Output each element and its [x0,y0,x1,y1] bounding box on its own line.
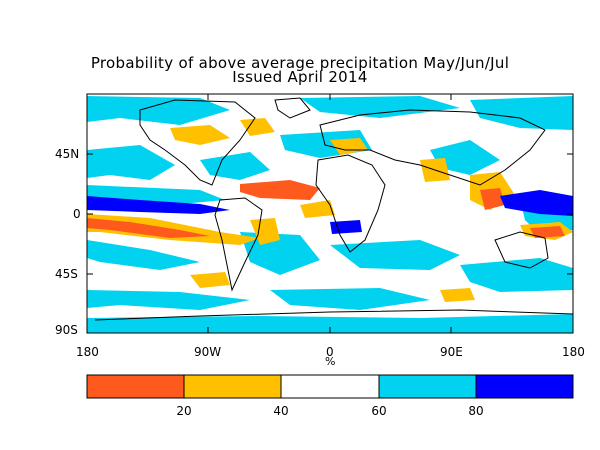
lon-label-180w: 180 [76,345,99,359]
eurasia-outline [319,109,546,186]
lat-label-45s: 45S [55,267,78,281]
colorbar-segment-2 [184,375,281,398]
coastlines [94,97,573,321]
colorbar-tick-60: 60 [371,404,387,418]
lon-label-180e: 180 [562,345,585,359]
map-subtitle: Issued April 2014 [232,68,368,86]
colorbar-segment-1 [87,375,184,398]
lat-label-45n: 45N [55,147,80,161]
colorbar-tick-40: 40 [273,404,289,418]
map-title: Probability of above average precipitati… [90,54,510,72]
colorbar [86,374,574,399]
lat-label-90s: 90S [55,323,78,337]
colorbar-segment-3 [281,375,379,398]
lon-ticks [207,94,452,333]
colorbar-unit-label: % [325,355,336,368]
lon-label-90e: 90E [440,345,463,359]
africa-outline [315,154,386,253]
strong-above-normal-regions [87,190,573,234]
lon-label-0: 0 [326,345,334,359]
australia-outline [494,231,549,269]
colorbar-tick-80: 80 [468,404,484,418]
lon-label-90w: 90W [194,345,222,359]
colorbar-frame [86,374,574,399]
lat-label-0: 0 [73,207,81,221]
strong-below-normal-regions [87,180,565,238]
antarctica-outline [94,309,573,321]
lat-ticks [87,153,573,275]
colorbar-segment-4 [379,375,476,398]
north-america-outline [139,99,256,186]
colorbar-tick-20: 20 [176,404,192,418]
greenland-outline [274,97,311,119]
south-america-outline [214,197,263,292]
colorbar-segment-5 [476,375,573,398]
